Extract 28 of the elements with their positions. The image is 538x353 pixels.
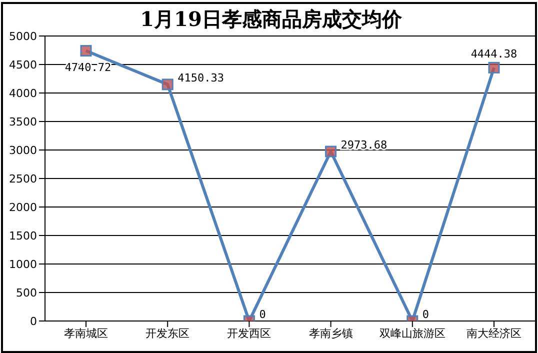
y-tick-label: 4500 — [9, 58, 37, 72]
x-tick-label: 南大经济区 — [466, 326, 522, 340]
point — [325, 146, 337, 158]
data-label: 4444.38 — [470, 48, 518, 61]
y-tick-label: 2000 — [9, 200, 37, 214]
y-tick-label: 1500 — [9, 229, 37, 242]
point — [488, 62, 500, 74]
y-tick-label: 2500 — [9, 172, 37, 186]
y-tick-label: 500 — [16, 286, 37, 300]
chart-title: 1月19日孝感商品房成交均价 — [140, 7, 402, 31]
point — [162, 78, 174, 90]
y-tick-label: 5000 — [9, 30, 37, 43]
x-tick-label: 双峰山旅游区 — [379, 326, 446, 340]
y-tick-label: 3000 — [9, 144, 37, 157]
x-tick-label: 开发西区 — [227, 326, 272, 340]
x-tick-label: 开发东区 — [146, 326, 190, 340]
data-label: 4740.72 — [64, 60, 112, 74]
y-tick-label: 0 — [30, 314, 37, 328]
data-label: 2973.68 — [340, 138, 388, 152]
x-tick-label: 孝南城区 — [64, 326, 108, 340]
x-tick-label: 孝南乡镇 — [308, 326, 353, 340]
point — [80, 45, 92, 57]
y-tick-label: 4000 — [9, 86, 37, 100]
y-tick-label: 3500 — [9, 115, 37, 128]
y-tick-label: 1000 — [9, 258, 37, 271]
data-label: 4150.33 — [178, 71, 224, 84]
data-label: 0 — [259, 308, 266, 321]
data-label: 0 — [422, 308, 430, 321]
